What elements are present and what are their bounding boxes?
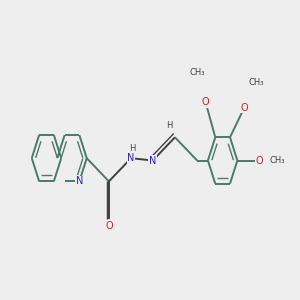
Text: CH₃: CH₃ (270, 156, 285, 165)
Text: H: H (129, 144, 136, 153)
Text: CH₃: CH₃ (190, 68, 205, 77)
Text: N: N (128, 153, 135, 163)
Text: CH₃: CH₃ (249, 78, 264, 87)
Text: N: N (76, 176, 83, 186)
Text: O: O (241, 103, 248, 113)
Text: N: N (149, 155, 157, 166)
Text: H: H (167, 121, 173, 130)
Text: O: O (255, 155, 263, 166)
Text: O: O (202, 97, 209, 107)
Text: O: O (105, 221, 113, 232)
